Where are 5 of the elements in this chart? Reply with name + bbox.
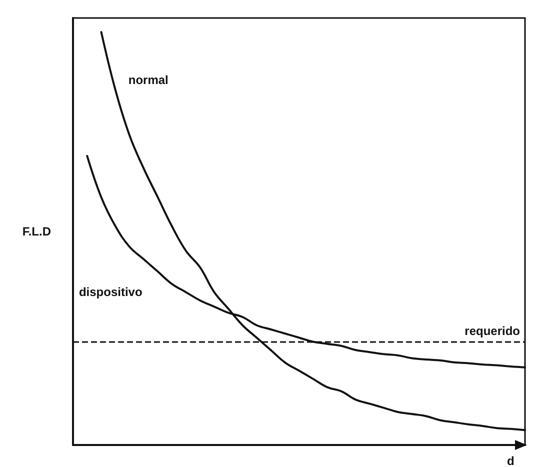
ref-line-label: requerido — [464, 324, 520, 338]
x-axis-title: d — [507, 454, 514, 467]
series-label: dispositivo — [78, 285, 142, 300]
series-label: normal — [128, 72, 168, 87]
y-axis-title: F.L.D — [22, 224, 52, 238]
